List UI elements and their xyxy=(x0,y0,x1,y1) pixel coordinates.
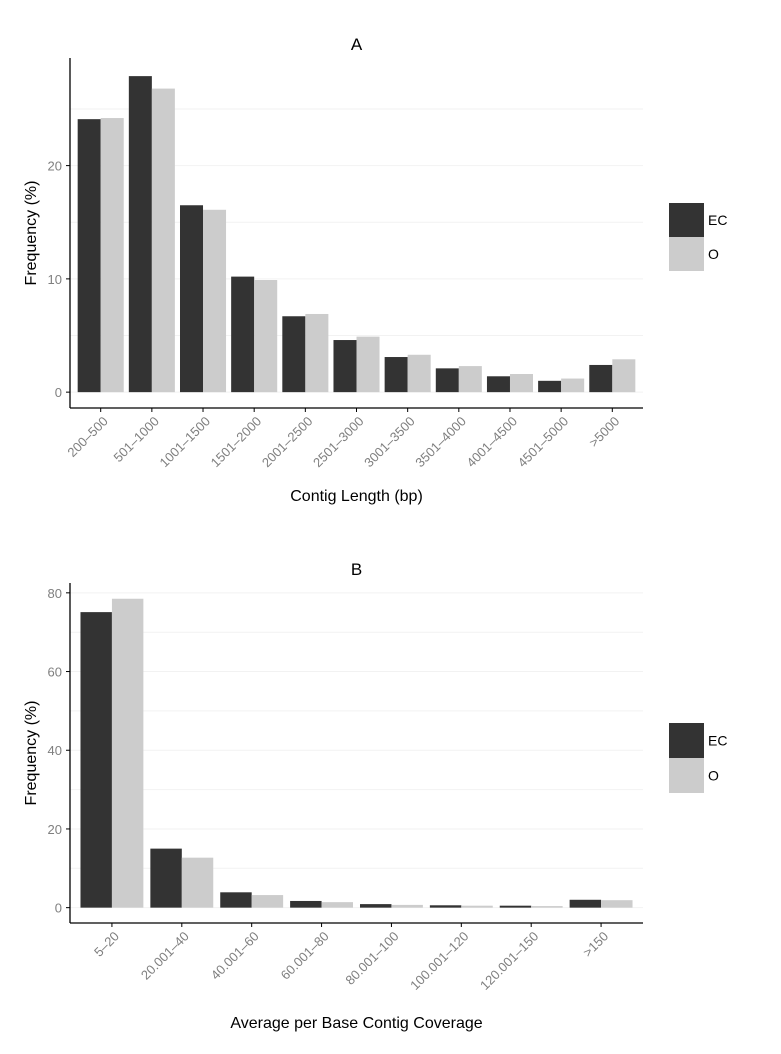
bar-o xyxy=(203,209,227,393)
bar-o xyxy=(321,902,354,908)
x-tick-label: 80.001–100 xyxy=(342,929,401,988)
bar-ec xyxy=(486,376,510,393)
bar-ec xyxy=(290,900,322,908)
x-tick-label: 200–500 xyxy=(64,414,110,460)
y-tick-label: 20 xyxy=(48,822,62,837)
x-tick-label: 1001–1500 xyxy=(157,414,214,471)
bar-ec xyxy=(128,76,152,393)
legend-label: O xyxy=(708,246,719,262)
legend-swatch-ec xyxy=(669,203,704,237)
bar-ec xyxy=(231,276,255,393)
bar-ec xyxy=(282,316,306,393)
y-tick-label: 0 xyxy=(55,385,62,400)
bar-o xyxy=(254,280,278,393)
bar-o xyxy=(612,359,636,393)
bar-o xyxy=(461,905,493,908)
chart-title: B xyxy=(351,560,362,579)
bar-o xyxy=(356,336,380,393)
bar-o xyxy=(151,88,175,393)
bar-o xyxy=(251,895,284,908)
x-axis-title: Average per Base Contig Coverage xyxy=(230,1015,482,1032)
bar-ec xyxy=(538,380,562,393)
x-tick-label: 60.001–80 xyxy=(278,929,332,983)
bar-o xyxy=(509,374,534,393)
x-tick-label: 3501–4000 xyxy=(412,414,469,471)
x-tick-label: 4001–4500 xyxy=(463,414,520,471)
x-tick-label: >150 xyxy=(580,929,611,960)
bar-ec xyxy=(150,848,182,908)
legend-swatch-o xyxy=(669,758,704,793)
x-tick-label: 5–20 xyxy=(91,929,122,960)
bar-o xyxy=(458,366,482,393)
x-tick-label: 2001–2500 xyxy=(259,414,316,471)
bar-o xyxy=(561,378,585,393)
bar-ec xyxy=(359,904,392,908)
x-tick-label: 4501–5000 xyxy=(515,414,572,471)
bar-ec xyxy=(384,357,408,393)
x-tick-label: 501–1000 xyxy=(110,414,162,466)
bar-ec xyxy=(77,119,101,393)
y-axis-title: Frequency (%) xyxy=(23,701,40,806)
bar-o xyxy=(181,857,214,908)
x-tick-label: 120.001–150 xyxy=(477,929,541,993)
bar-o xyxy=(100,118,124,393)
x-axis-title: Contig Length (bp) xyxy=(290,488,423,505)
bar-ec xyxy=(435,368,459,393)
bar-o xyxy=(601,900,633,908)
chart-b: 0 20 40 60 80 5–20 20.001–40 40.001–60 60.001–80… xyxy=(23,560,727,1032)
legend-label: O xyxy=(708,768,719,784)
bar-o xyxy=(407,354,431,393)
bar-o xyxy=(531,906,563,908)
y-tick-label: 40 xyxy=(48,743,62,758)
chart-title: A xyxy=(351,35,363,54)
legend-label: EC xyxy=(708,733,727,749)
bar-ec xyxy=(220,892,252,908)
y-tick-label: 20 xyxy=(48,159,62,174)
x-tick-label: >5000 xyxy=(586,414,622,450)
legend-swatch-o xyxy=(669,237,704,271)
bar-ec xyxy=(333,340,357,393)
bar-ec xyxy=(589,364,613,393)
bar-ec xyxy=(499,905,532,908)
bar-o xyxy=(305,313,329,393)
x-tick-label: 100.001–120 xyxy=(407,929,471,993)
y-tick-label: 60 xyxy=(48,665,62,680)
x-tick-label: 1501–2000 xyxy=(208,414,265,471)
x-tick-label: 3001–3500 xyxy=(361,414,418,471)
x-tick-label: 20.001–40 xyxy=(138,929,192,983)
bar-ec xyxy=(429,905,462,908)
bar-ec xyxy=(569,899,602,908)
legend-swatch-ec xyxy=(669,723,704,758)
chart-a: 0 10 20 200–500 501–10001001–15001501–200020… xyxy=(23,35,727,505)
bar-ec xyxy=(80,612,112,908)
bar-o xyxy=(391,904,423,908)
y-axis-title: Frequency (%) xyxy=(23,181,40,286)
bar-o xyxy=(111,598,144,908)
bar-ec xyxy=(179,205,204,393)
y-tick-label: 10 xyxy=(48,272,62,287)
x-tick-label: 2501–3000 xyxy=(310,414,367,471)
x-tick-label: 40.001–60 xyxy=(208,929,262,983)
y-tick-label: 80 xyxy=(48,586,62,601)
legend-label: EC xyxy=(708,212,727,228)
y-tick-label: 0 xyxy=(55,901,62,916)
